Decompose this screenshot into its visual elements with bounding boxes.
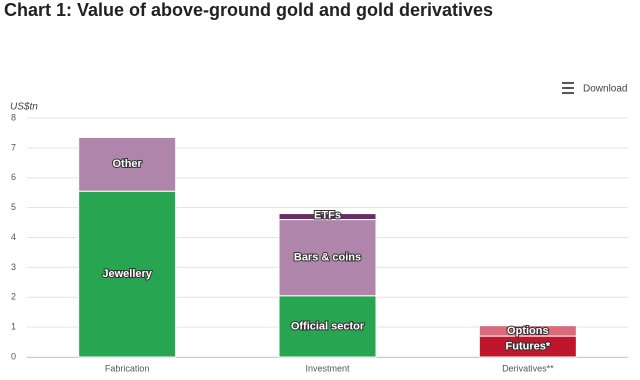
y-tick-label: 4 (11, 232, 16, 242)
y-tick-label: 0 (11, 351, 16, 361)
y-tick-label: 3 (11, 262, 16, 272)
menu-icon (562, 82, 574, 84)
segment-label: Jewellery (102, 268, 152, 280)
bar-segment (78, 136, 177, 192)
bar-segment (278, 295, 377, 358)
segment-label: Options (507, 325, 549, 337)
bar-segment (278, 219, 377, 297)
segment-label: Bars & coins (294, 252, 361, 264)
segment-label: ETFs (314, 209, 341, 221)
segment-label: Other (112, 158, 142, 170)
chart-title: Chart 1: Value of above-ground gold and … (4, 0, 493, 20)
y-tick-label: 8 (11, 112, 16, 122)
y-tick-label: 5 (11, 202, 16, 212)
y-tick-label: 2 (11, 292, 16, 302)
bar-segment (278, 213, 377, 221)
y-tick-label: 1 (11, 322, 16, 332)
y-tick-label: 6 (11, 172, 16, 182)
x-tick-label: Fabrication (105, 363, 150, 373)
segment-label: Futures* (506, 340, 551, 352)
x-tick-label: Derivatives** (502, 363, 554, 373)
segment-label: Official sector (291, 320, 365, 332)
menu-icon (562, 87, 574, 89)
x-tick-label: Investment (305, 363, 350, 373)
y-tick-label: 7 (11, 142, 16, 152)
menu-icon (562, 92, 574, 94)
bar-segment (478, 325, 577, 337)
y-axis-label: US$tn (10, 102, 38, 113)
download-label[interactable]: Download (583, 84, 627, 95)
download-button[interactable]: Download (562, 82, 627, 95)
